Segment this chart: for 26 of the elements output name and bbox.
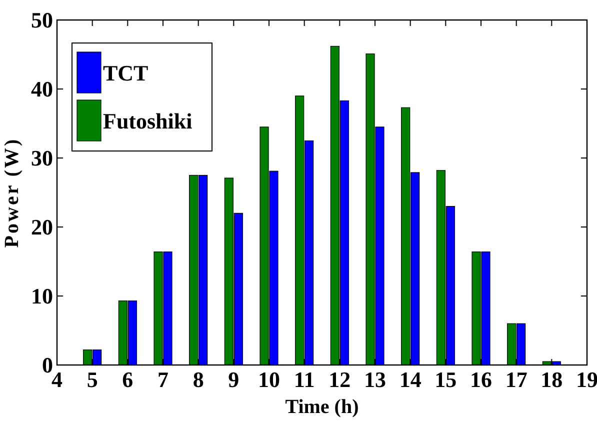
- y-tick-label: 30: [31, 146, 53, 171]
- x-tick-label: 18: [540, 367, 563, 392]
- y-tick-label: 40: [31, 76, 53, 102]
- x-tick-label: 14: [399, 367, 422, 392]
- x-axis-title: Time (h): [285, 396, 359, 418]
- y-axis-title: Power (W): [1, 137, 23, 248]
- y-tick-label: 10: [31, 284, 53, 309]
- x-tick-label: 10: [258, 367, 280, 392]
- legend-label: Futoshiki: [103, 108, 192, 134]
- legend-label: TCT: [103, 60, 149, 86]
- y-tick-label: 0: [42, 352, 53, 378]
- x-tick-label: 4: [52, 367, 62, 392]
- x-tick-label: 17: [505, 367, 528, 392]
- x-tick-label: 9: [228, 367, 240, 392]
- x-tick-label: 12: [328, 367, 351, 392]
- x-tick-label: 13: [364, 367, 386, 392]
- x-tick-label: 6: [122, 367, 134, 392]
- y-tick-label: 50: [31, 8, 53, 33]
- x-tick-label: 5: [86, 367, 98, 392]
- y-tick-label: 20: [31, 214, 53, 240]
- x-tick-label: 19: [576, 367, 597, 392]
- x-tick-label: 16: [470, 367, 492, 392]
- x-tick-label: 7: [158, 367, 168, 392]
- x-tick-label: 15: [434, 367, 457, 392]
- x-tick-label: 8: [192, 367, 204, 392]
- x-tick-label: 11: [294, 367, 315, 392]
